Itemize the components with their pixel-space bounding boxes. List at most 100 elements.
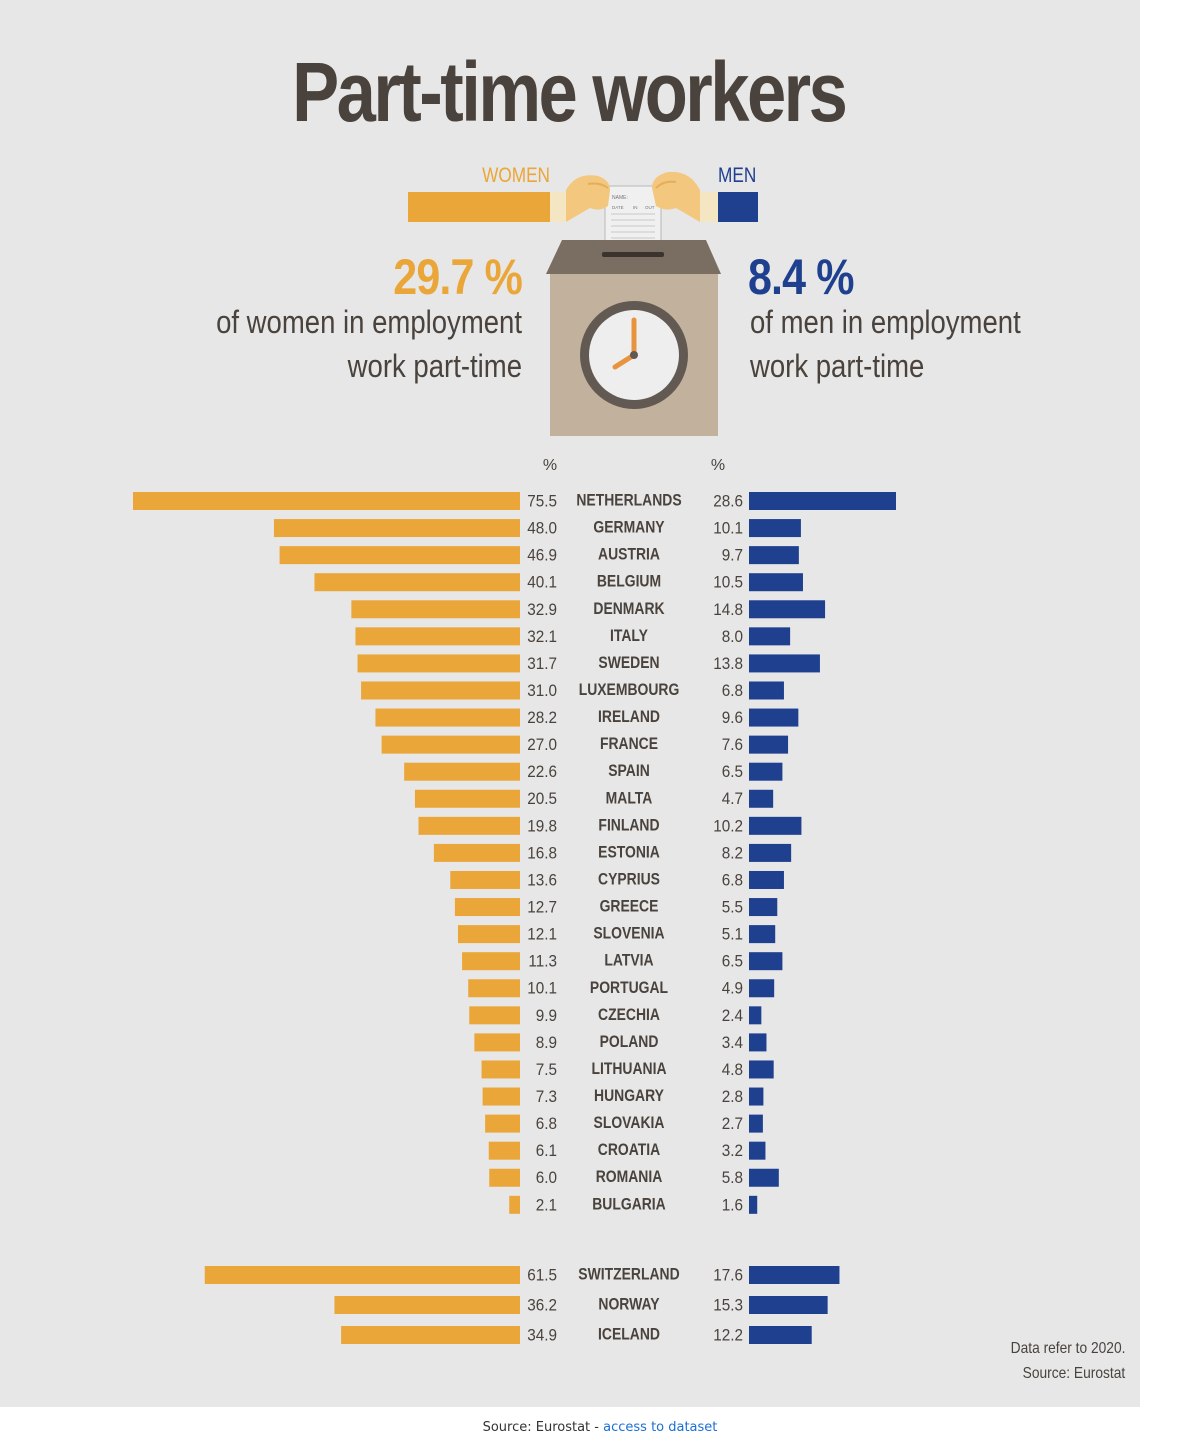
source-note: Source: Eurostat	[1022, 1365, 1125, 1382]
time-card-out-label: OUT	[645, 205, 655, 210]
bar-women	[314, 573, 520, 592]
country-label: ESTONIA	[598, 843, 660, 862]
value-label-women: 11.3	[528, 952, 557, 971]
value-label-men: 2.7	[722, 1114, 743, 1133]
value-label-women: 75.5	[527, 492, 557, 511]
country-label: LITHUANIA	[591, 1060, 666, 1079]
value-label-women: 34.9	[527, 1326, 557, 1345]
value-label-women: 31.0	[527, 681, 557, 700]
bar-men	[749, 762, 783, 781]
bar-men	[749, 708, 799, 727]
value-label-men: 9.7	[722, 546, 743, 565]
bar-men	[749, 925, 776, 944]
value-label-women: 7.5	[536, 1060, 557, 1079]
country-label: CYPRIUS	[598, 870, 660, 889]
value-label-women: 6.1	[536, 1141, 557, 1160]
value-label-men: 4.7	[722, 790, 743, 809]
value-label-men: 8.2	[722, 844, 743, 863]
value-label-women: 27.0	[527, 735, 557, 754]
bar-men	[749, 979, 775, 998]
time-card-date-label: DATE	[612, 205, 624, 210]
bar-men	[749, 1296, 828, 1314]
legend-women-swatch	[408, 192, 550, 222]
time-card-name-label: NAME:	[612, 195, 628, 201]
bar-women	[334, 1296, 520, 1314]
country-label: SLOVAKIA	[594, 1114, 665, 1133]
value-label-men: 3.2	[722, 1141, 743, 1160]
country-label: GREECE	[600, 897, 659, 916]
country-label: CZECHIA	[598, 1006, 660, 1025]
country-label: AUSTRIA	[598, 545, 660, 564]
bar-men	[749, 843, 792, 862]
bar-men	[749, 519, 801, 538]
bar-women	[457, 925, 520, 944]
country-label: FRANCE	[600, 735, 658, 754]
value-label-men: 2.8	[722, 1087, 743, 1106]
value-label-men: 5.1	[722, 925, 743, 944]
bar-women	[357, 654, 520, 673]
bar-men	[749, 1033, 767, 1052]
left-hand-icon	[566, 175, 610, 222]
women-description-line1: of women in employment	[216, 304, 523, 340]
country-label: BULGARIA	[592, 1195, 666, 1214]
men-percentage: 8.4 %	[748, 249, 855, 305]
data-year-note: Data refer to 2020.	[1010, 1340, 1125, 1357]
bar-women	[351, 600, 520, 619]
bar-women	[454, 898, 520, 917]
country-label: NORWAY	[598, 1295, 660, 1314]
footer: Source: Eurostat - access to dataset	[0, 1420, 1200, 1435]
women-percentage: 29.7 %	[393, 249, 523, 305]
bar-women	[133, 492, 520, 510]
bar-women	[414, 789, 520, 808]
value-label-women: 36.2	[527, 1296, 557, 1315]
country-label: IRELAND	[598, 708, 660, 727]
country-label: SLOVENIA	[593, 924, 664, 943]
country-label: PORTUGAL	[590, 979, 669, 998]
legend-women-label: WOMEN	[482, 164, 550, 187]
value-label-men: 10.5	[713, 573, 743, 592]
bar-men	[749, 952, 783, 971]
bar-women	[273, 519, 520, 538]
value-label-women: 2.1	[536, 1196, 557, 1215]
value-label-men: 10.1	[713, 519, 743, 538]
bar-women	[381, 735, 520, 754]
bar-women	[341, 1326, 520, 1344]
value-label-women: 31.7	[527, 654, 557, 673]
value-label-men: 6.8	[722, 871, 743, 890]
bar-men	[749, 573, 803, 592]
value-label-men: 17.6	[713, 1266, 743, 1285]
country-label: LATVIA	[604, 951, 653, 970]
value-label-women: 7.3	[536, 1087, 557, 1106]
value-label-women: 6.0	[536, 1169, 557, 1188]
value-label-women: 48.0	[527, 519, 557, 538]
bar-women	[204, 1266, 520, 1284]
bar-women	[355, 627, 520, 646]
value-label-women: 10.1	[527, 979, 557, 998]
value-label-men: 6.5	[722, 952, 743, 971]
bar-women	[361, 681, 520, 700]
bar-women	[489, 1168, 520, 1187]
page-title: Part-time workers	[292, 45, 848, 139]
bar-women	[462, 952, 520, 971]
bar-women	[279, 546, 520, 565]
value-label-men: 10.2	[713, 817, 743, 836]
bar-women	[488, 1141, 520, 1160]
value-label-men: 13.8	[713, 654, 743, 673]
bar-men	[749, 1326, 812, 1344]
bar-men	[749, 1266, 840, 1284]
bar-men	[749, 1006, 762, 1025]
value-label-women: 32.9	[527, 600, 557, 619]
value-label-women: 22.6	[527, 762, 557, 781]
bar-men	[749, 735, 789, 754]
country-label: BELGIUM	[597, 572, 661, 591]
bar-men	[749, 1060, 774, 1079]
bar-women	[481, 1060, 520, 1079]
bar-women	[418, 816, 520, 835]
bar-men	[749, 1141, 766, 1160]
dataset-link[interactable]: access to dataset	[603, 1420, 718, 1435]
value-label-women: 32.1	[527, 627, 557, 646]
value-label-men: 8.0	[722, 627, 743, 646]
bar-men	[749, 789, 774, 808]
country-label: CROATIA	[598, 1141, 660, 1160]
country-label: SPAIN	[608, 762, 650, 781]
